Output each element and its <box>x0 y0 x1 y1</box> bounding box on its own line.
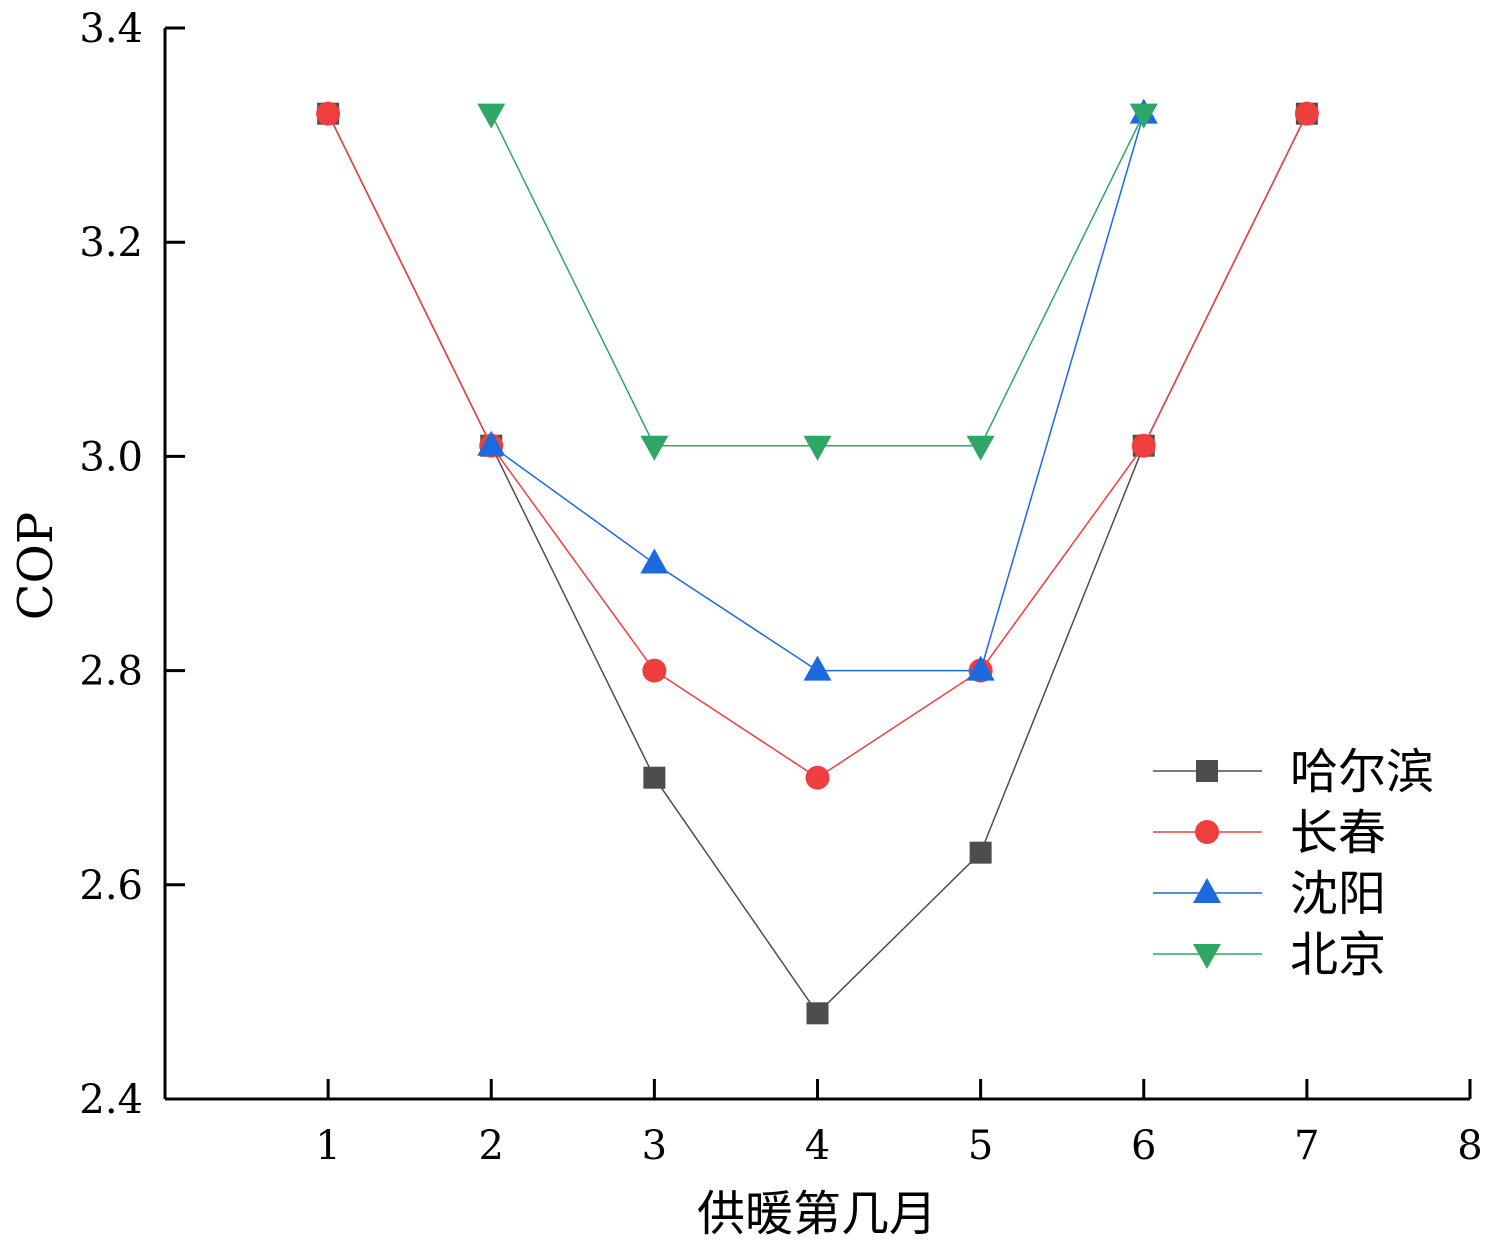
legend-label: 长春 <box>1290 805 1386 861</box>
data-point <box>1131 433 1156 458</box>
legend-item: 沈阳 <box>1153 866 1386 922</box>
data-point <box>803 655 832 681</box>
series-3 <box>477 98 1158 681</box>
data-point <box>316 101 341 126</box>
data-point <box>1294 101 1319 126</box>
data-point <box>643 766 666 789</box>
data-point <box>969 841 992 864</box>
data-point <box>966 655 995 681</box>
x-tick-label: 1 <box>315 1123 340 1169</box>
series-layer <box>316 98 1319 1025</box>
y-tick-label: 3.0 <box>79 434 143 480</box>
x-tick-label: 2 <box>479 1123 504 1169</box>
x-tick-label: 7 <box>1294 1123 1319 1169</box>
legend-marker <box>1196 760 1218 782</box>
legend-item: 长春 <box>1153 805 1386 861</box>
data-point <box>640 435 669 461</box>
legend-marker <box>1195 820 1219 844</box>
series-line <box>490 113 1145 672</box>
legend-item: 哈尔滨 <box>1153 744 1434 800</box>
y-axis-title: COP <box>8 512 64 620</box>
legend-label: 北京 <box>1290 927 1386 983</box>
series-4 <box>477 103 1158 461</box>
data-point <box>803 435 832 461</box>
data-point <box>966 435 995 461</box>
legend-marker <box>1193 944 1221 969</box>
x-tick-label: 5 <box>968 1123 993 1169</box>
x-tick-label: 8 <box>1457 1123 1482 1169</box>
legend-marker <box>1193 878 1221 903</box>
y-tick-label: 2.6 <box>79 863 143 909</box>
data-point <box>477 103 506 129</box>
x-axis-title: 供暖第几月 <box>697 1186 937 1242</box>
series-line <box>327 113 1308 1015</box>
data-point <box>477 430 506 456</box>
data-point <box>642 658 667 683</box>
legend-item: 北京 <box>1153 927 1386 983</box>
y-tick-label: 2.8 <box>79 649 143 695</box>
x-tick-label: 4 <box>805 1123 830 1169</box>
data-point <box>640 548 669 574</box>
series-line <box>490 113 1145 447</box>
data-point <box>806 1002 829 1025</box>
series-1 <box>317 102 1318 1025</box>
y-tick-label: 3.4 <box>79 6 143 52</box>
legend-label: 哈尔滨 <box>1290 744 1434 800</box>
axes: 2.4 2.6 2.8 3.0 3.2 3.4 1 2 3 4 5 6 7 8 <box>79 6 1482 1169</box>
y-tick-label: 3.2 <box>79 220 143 266</box>
x-tick-label: 3 <box>642 1123 667 1169</box>
x-tick-label: 6 <box>1131 1123 1156 1169</box>
legend-label: 沈阳 <box>1290 866 1386 922</box>
data-point <box>805 765 830 790</box>
data-point <box>1129 103 1158 129</box>
y-tick-label: 2.4 <box>79 1077 143 1123</box>
